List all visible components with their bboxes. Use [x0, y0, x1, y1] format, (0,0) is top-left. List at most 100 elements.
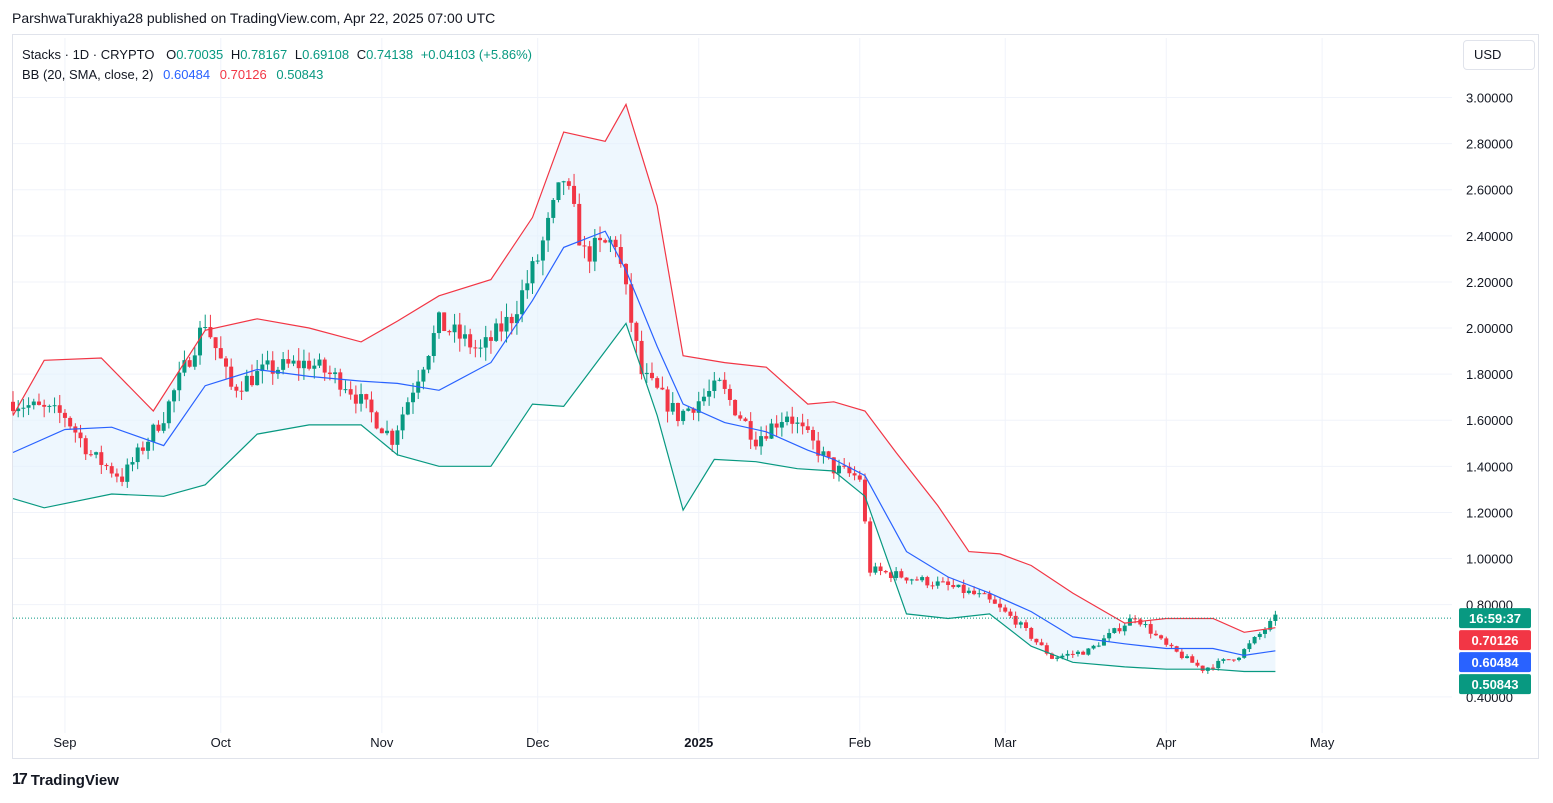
candle-down — [925, 577, 930, 586]
candle-down — [353, 394, 358, 404]
bb-legend-row[interactable]: BB (20, SMA, close, 2) 0.60484 0.70126 0… — [22, 65, 532, 85]
candle-down — [998, 603, 1003, 608]
candle-down — [218, 348, 223, 359]
y-tick-label: 3.00000 — [1466, 91, 1513, 106]
candle-down — [946, 581, 951, 586]
candle-down — [883, 571, 888, 573]
candle-up — [166, 401, 171, 424]
candle-down — [665, 389, 670, 412]
candle-down — [655, 378, 660, 388]
candle-up — [478, 347, 483, 349]
candle-down — [842, 465, 847, 467]
candle-down — [1200, 665, 1205, 671]
low-label: L — [294, 47, 303, 62]
candle-down — [961, 584, 966, 593]
candle-down — [743, 418, 748, 422]
candle-up — [452, 324, 457, 333]
candle-up — [769, 423, 774, 439]
close-value: 0.74138 — [366, 47, 414, 62]
candle-down — [675, 402, 680, 422]
bb-basis-value: 0.60484 — [163, 67, 211, 82]
y-tick-label: 1.40000 — [1466, 459, 1513, 474]
candle-up — [1065, 653, 1070, 656]
candle-down — [488, 337, 493, 341]
candle-down — [338, 372, 343, 390]
candle-down — [208, 327, 213, 338]
candle-up — [530, 261, 535, 284]
candle-up — [520, 290, 525, 315]
candle-up — [1268, 620, 1273, 630]
candle-down — [327, 372, 332, 375]
candle-down — [566, 181, 571, 186]
candles — [11, 173, 1278, 674]
candle-down — [120, 476, 125, 482]
candle-down — [951, 585, 956, 588]
candle-up — [400, 414, 405, 431]
candle-down — [598, 237, 603, 241]
candle-up — [436, 312, 441, 334]
x-tick-label: Dec — [526, 735, 550, 750]
candle-up — [1262, 629, 1267, 634]
symbol-label[interactable]: Stacks · 1D · CRYPTO — [22, 47, 155, 62]
candle-down — [582, 245, 587, 247]
candle-up — [359, 394, 364, 404]
candle-down — [36, 401, 41, 405]
currency-selector-button[interactable]: USD — [1463, 40, 1535, 70]
candle-down — [104, 464, 109, 467]
candle-down — [992, 599, 997, 604]
candle-up — [1122, 625, 1127, 632]
candle-down — [831, 457, 836, 474]
candle-up — [130, 462, 135, 465]
candle-up — [192, 355, 197, 367]
candle-down — [457, 324, 462, 339]
candle-down — [468, 334, 473, 348]
candle-down — [364, 394, 369, 400]
candle-down — [348, 389, 353, 395]
candle-down — [790, 416, 795, 424]
candle-up — [1242, 649, 1247, 658]
candle-up — [94, 452, 99, 455]
candle-down — [1070, 653, 1075, 655]
candle-down — [639, 340, 644, 375]
candle-down — [156, 424, 161, 431]
candle-down — [1164, 638, 1169, 645]
candle-up — [146, 441, 151, 451]
candle-down — [1117, 628, 1122, 632]
candle-down — [307, 360, 312, 369]
candle-down — [649, 372, 654, 379]
tradingview-footer-logo[interactable]: 17 TradingView — [12, 771, 119, 789]
open-value: 0.70035 — [176, 47, 224, 62]
candle-down — [270, 360, 275, 374]
candle-up — [707, 391, 712, 397]
candle-up — [385, 430, 390, 434]
candle-down — [223, 358, 228, 367]
candle-up — [966, 590, 971, 593]
chart-legend: Stacks · 1D · CRYPTO O0.70035 H0.78167 L… — [22, 45, 532, 85]
candle-up — [977, 593, 982, 595]
x-tick-label: 2025 — [684, 735, 713, 750]
candle-down — [629, 284, 634, 323]
candle-up — [333, 372, 338, 375]
candle-down — [587, 246, 592, 262]
candle-down — [826, 451, 831, 458]
candle-down — [1133, 618, 1138, 620]
candle-down — [83, 438, 88, 455]
candle-down — [1179, 651, 1184, 659]
candle-up — [1086, 648, 1091, 655]
candle-down — [1190, 656, 1195, 663]
candle-up — [779, 422, 784, 428]
x-tick-label: Mar — [994, 735, 1017, 750]
candle-up — [52, 405, 57, 407]
candle-up — [421, 369, 426, 382]
candle-up — [151, 424, 156, 442]
bb-indicator-label[interactable]: BB (20, SMA, close, 2) — [22, 67, 154, 82]
candle-up — [343, 389, 348, 391]
candle-up — [1112, 628, 1117, 633]
candle-down — [1231, 659, 1236, 661]
candle-down — [322, 359, 327, 373]
candle-up — [1257, 633, 1262, 637]
candle-down — [1148, 624, 1153, 634]
price-label-badge — [1459, 608, 1531, 629]
candle-down — [764, 436, 769, 439]
